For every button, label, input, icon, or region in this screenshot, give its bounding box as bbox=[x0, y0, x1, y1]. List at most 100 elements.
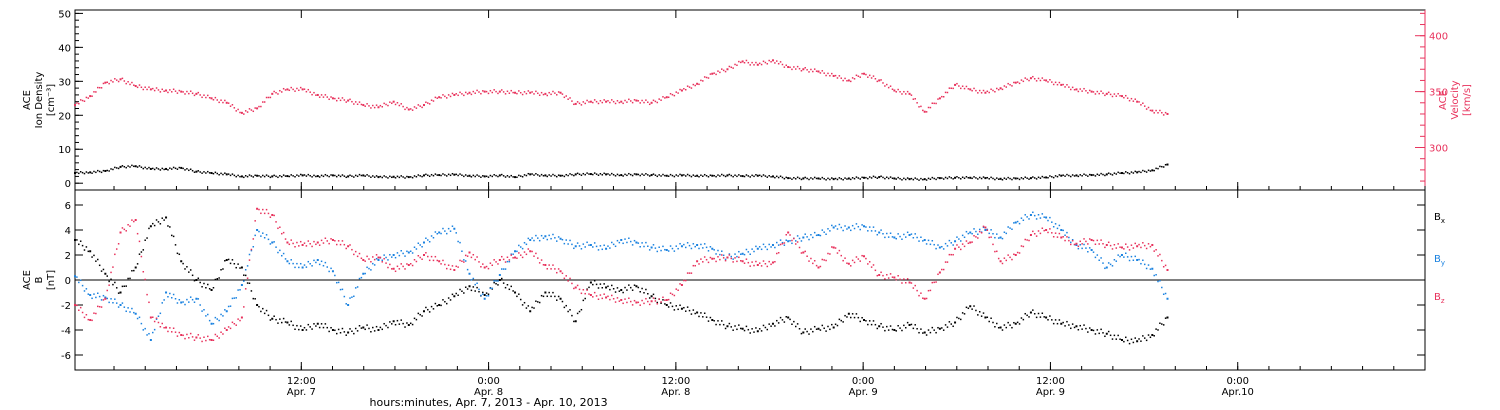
bz-point-interp bbox=[546, 268, 549, 270]
bz-point-interp bbox=[1140, 246, 1142, 249]
bx-point bbox=[362, 326, 365, 329]
velocity-point-interp bbox=[766, 63, 769, 65]
bx-point-interp bbox=[383, 322, 385, 325]
bz-point bbox=[847, 262, 850, 265]
bx-point-interp bbox=[1016, 321, 1019, 324]
bx-point-interp bbox=[774, 325, 776, 327]
by-point-interp bbox=[537, 237, 539, 239]
bz-point bbox=[650, 300, 653, 303]
velocity-point-interp bbox=[476, 89, 478, 92]
by-point-interp bbox=[1041, 213, 1044, 215]
by-point-interp bbox=[840, 226, 843, 229]
velocity-point-interp bbox=[751, 61, 753, 64]
bz-point-interp bbox=[146, 293, 148, 296]
velocity-point-interp bbox=[163, 90, 165, 93]
velocity-point-interp bbox=[447, 94, 450, 96]
bz-point-interp bbox=[413, 259, 416, 261]
bz-point bbox=[1136, 245, 1139, 248]
bx-point-interp bbox=[123, 285, 126, 287]
velocity-point-interp bbox=[1155, 109, 1157, 112]
density-point-interp bbox=[425, 173, 427, 176]
by-point-interp bbox=[501, 268, 503, 270]
density-point-interp bbox=[1026, 177, 1028, 179]
bx-point bbox=[1151, 334, 1154, 336]
by-point-interp bbox=[812, 236, 814, 239]
by-point-interp bbox=[1077, 247, 1080, 250]
bx-point-interp bbox=[988, 320, 990, 323]
density-point-interp bbox=[611, 172, 613, 175]
bx-point-interp bbox=[444, 300, 446, 303]
density-point-interp bbox=[722, 174, 725, 177]
bz-point-interp bbox=[641, 299, 643, 302]
by-point-interp bbox=[512, 253, 514, 255]
bz-point-interp bbox=[117, 243, 120, 245]
density-point-interp bbox=[155, 167, 158, 169]
by-point-interp bbox=[394, 256, 397, 259]
velocity-point-interp bbox=[717, 70, 719, 72]
velocity-point-interp bbox=[810, 68, 812, 71]
velocity-point-interp bbox=[258, 105, 260, 108]
density-point-interp bbox=[292, 175, 294, 177]
velocity-point-interp bbox=[1056, 83, 1059, 86]
bx-point-interp bbox=[235, 266, 237, 269]
bz-point-interp bbox=[561, 272, 564, 275]
bx-point-interp bbox=[662, 299, 664, 301]
by-point-interp bbox=[440, 232, 442, 235]
density-point-interp bbox=[167, 169, 169, 171]
bz-point-interp bbox=[876, 274, 879, 277]
density-point-interp bbox=[157, 168, 160, 170]
density-point-interp bbox=[834, 177, 837, 180]
density-point-interp bbox=[197, 170, 200, 172]
bx-point-interp bbox=[554, 295, 556, 298]
density-point-interp bbox=[1028, 178, 1030, 180]
by-point-interp bbox=[593, 242, 596, 244]
velocity-point-interp bbox=[1143, 105, 1146, 107]
by-point-interp bbox=[167, 296, 169, 298]
velocity-point-interp bbox=[262, 101, 264, 103]
density-point-interp bbox=[199, 171, 201, 173]
velocity-point-interp bbox=[231, 104, 234, 106]
velocity-point-interp bbox=[842, 79, 844, 82]
bx-point-interp bbox=[121, 285, 124, 288]
by-point-interp bbox=[455, 232, 457, 234]
density-point-interp bbox=[1145, 171, 1148, 173]
density-point-interp bbox=[318, 176, 321, 178]
by-point-interp bbox=[791, 242, 793, 245]
velocity-point-interp bbox=[552, 90, 554, 93]
density-point bbox=[863, 176, 866, 179]
velocity-point-interp bbox=[497, 92, 499, 95]
velocity-point bbox=[256, 107, 259, 110]
density-point-interp bbox=[867, 177, 869, 180]
by-point-interp bbox=[428, 241, 431, 243]
by-point-interp bbox=[660, 249, 662, 252]
by-point-interp bbox=[942, 248, 945, 250]
density-point-interp bbox=[1132, 172, 1135, 174]
bx-point-interp bbox=[986, 316, 989, 318]
bz-point-interp bbox=[813, 260, 816, 262]
velocity-point bbox=[165, 89, 168, 92]
bz-point-interp bbox=[593, 291, 596, 294]
by-point-interp bbox=[516, 250, 518, 253]
bz-point-interp bbox=[383, 257, 385, 260]
bz-point-interp bbox=[163, 327, 165, 329]
bz-point bbox=[620, 299, 623, 301]
density-point-interp bbox=[142, 167, 145, 170]
velocity-point-interp bbox=[170, 91, 173, 93]
bx-point bbox=[165, 216, 168, 219]
by-point-interp bbox=[633, 239, 636, 242]
velocity-point-interp bbox=[813, 68, 816, 70]
density-point-interp bbox=[994, 178, 996, 181]
by-point-interp bbox=[813, 231, 816, 234]
by-point-interp bbox=[774, 246, 776, 249]
by-point-interp bbox=[373, 264, 376, 266]
bx-point-interp bbox=[353, 332, 355, 335]
velocity-point bbox=[1014, 81, 1017, 84]
velocity-point bbox=[195, 92, 198, 95]
bz-point-interp bbox=[806, 255, 808, 257]
velocity-point-interp bbox=[679, 88, 681, 91]
bx-point-interp bbox=[956, 316, 958, 319]
velocity-point-interp bbox=[512, 91, 514, 94]
bz-point-interp bbox=[1062, 236, 1064, 238]
bx-point-interp bbox=[660, 302, 662, 304]
density-point-interp bbox=[298, 175, 300, 177]
